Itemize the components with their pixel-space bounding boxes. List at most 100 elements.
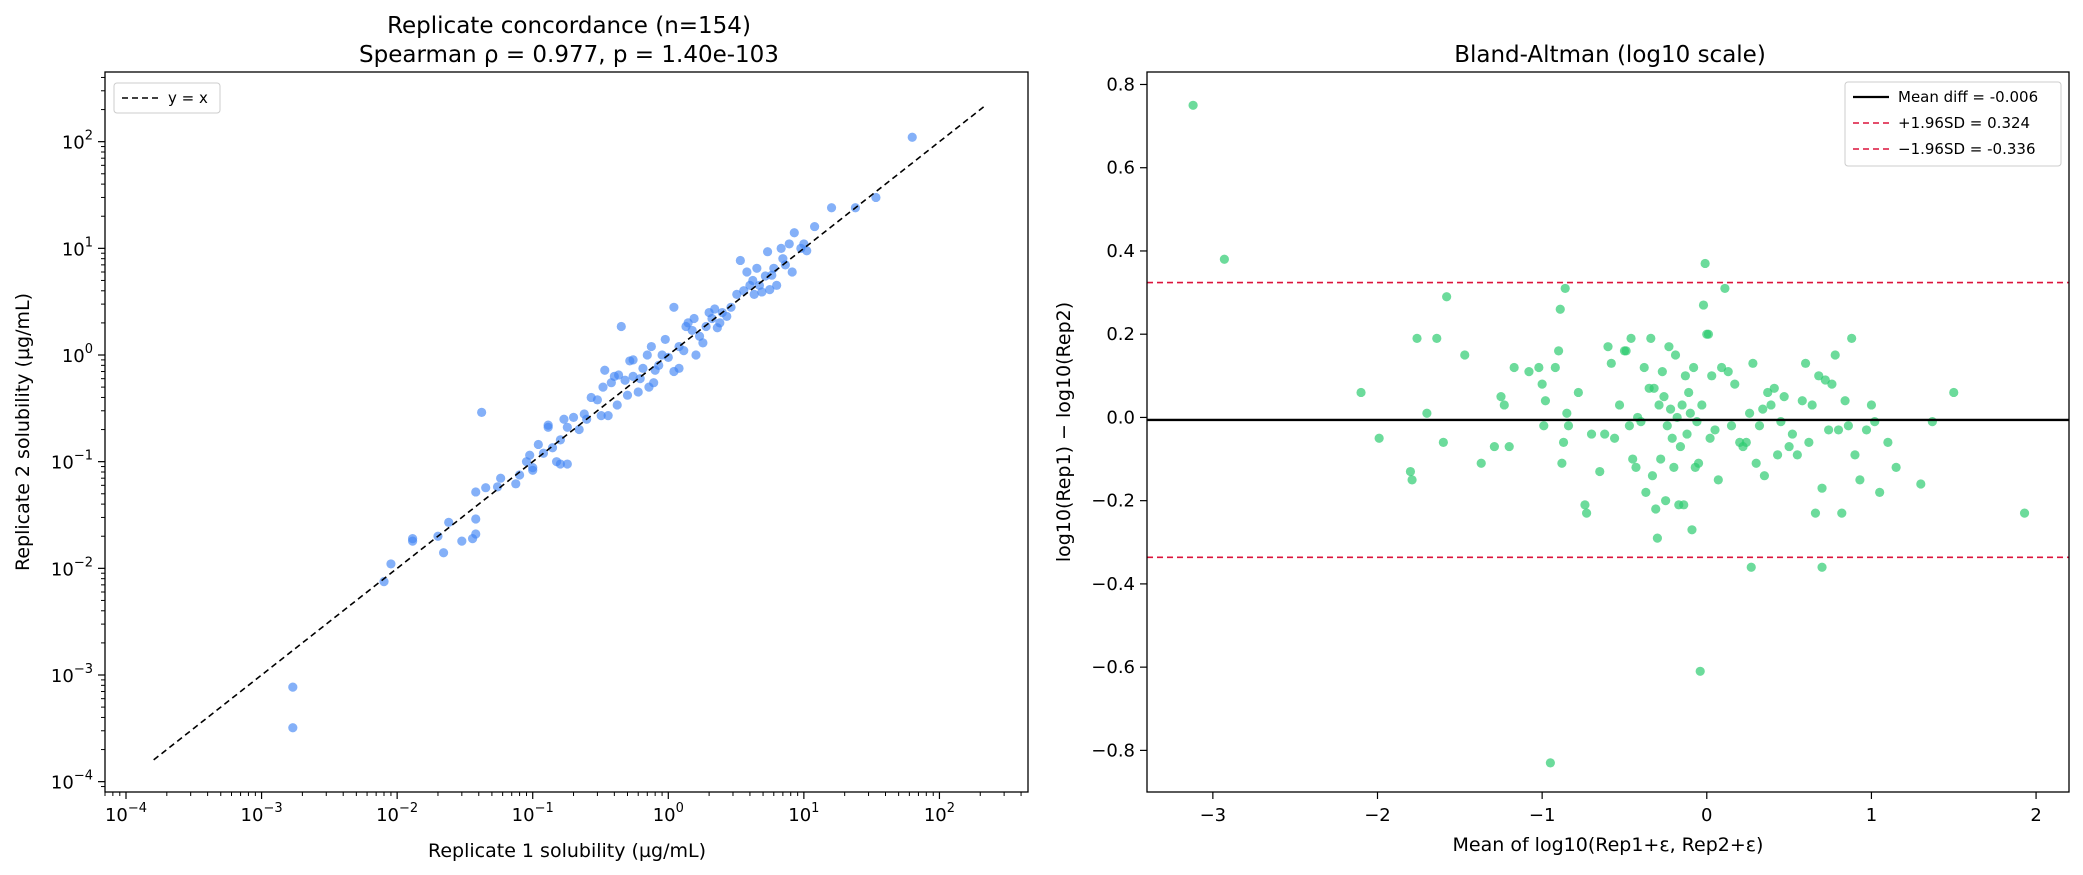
concordance-data-point <box>674 363 684 373</box>
bland-altman-data-point <box>1639 362 1649 373</box>
bland-altman-data-point <box>1664 342 1674 352</box>
concordance-axes-frame <box>104 71 1029 793</box>
concordance-data-point <box>654 360 664 370</box>
bland-altman-data-point <box>1797 396 1807 406</box>
concordance-data-point <box>871 192 881 203</box>
bland-altman-data-point <box>1769 383 1779 393</box>
concordance-data-point <box>616 321 626 332</box>
concordance-data-point <box>687 325 697 336</box>
bland-altman-points <box>1188 100 2030 768</box>
bland-altman-data-point <box>1763 387 1773 398</box>
bland-altman-data-point <box>1550 362 1560 373</box>
concordance-data-point <box>614 370 624 380</box>
bland-altman-data-point <box>1219 254 1229 264</box>
bland-altman-y-tick-label: 0.6 <box>1106 158 1135 179</box>
concordance-x-tick-label: 10−2 <box>376 801 418 826</box>
concordance-y-tick-label: 10−3 <box>51 662 93 687</box>
bland-altman-data-point <box>1847 333 1857 343</box>
bland-altman-data-point <box>1723 367 1733 377</box>
concordance-y-tick-label: 10−4 <box>51 769 93 794</box>
concordance-data-point <box>715 318 725 328</box>
concordance-y-tick-label: 10−2 <box>51 555 93 580</box>
bland-altman-data-point <box>1850 450 1860 460</box>
concordance-data-point <box>559 414 569 424</box>
bland-altman-data-point <box>1504 441 1514 452</box>
concordance-data-point <box>742 267 752 277</box>
concordance-data-point <box>748 275 758 286</box>
concordance-data-point <box>471 529 481 539</box>
concordance-title-line-2: Spearman ρ = 0.977, p = 1.40e-103 <box>359 42 779 68</box>
bland-altman-data-point <box>1558 437 1569 448</box>
concordance-data-point <box>732 289 742 299</box>
concordance-y-tick-label: 102 <box>62 129 93 154</box>
concordance-data-point <box>749 289 759 299</box>
concordance-data-point <box>765 285 775 295</box>
bland-altman-data-point <box>1772 450 1783 460</box>
concordance-data-point <box>568 412 579 423</box>
bland-altman-data-point <box>1705 433 1715 443</box>
concordance-data-point <box>649 378 659 388</box>
concordance-data-point <box>710 304 720 314</box>
bland-altman-data-point <box>1703 329 1714 339</box>
concordance-data-point <box>784 239 794 249</box>
bland-altman-data-point <box>1746 562 1756 572</box>
concordance-data-point <box>481 483 491 493</box>
bland-altman-x-tick-label: 0 <box>1701 805 1712 826</box>
bland-altman-y-tick-label: 0.0 <box>1106 407 1135 428</box>
bland-altman-data-point <box>1717 362 1727 373</box>
bland-altman-data-point <box>1784 441 1794 452</box>
concordance-data-point <box>612 400 622 410</box>
bland-altman-data-point <box>1804 437 1814 448</box>
bland-altman-x-tick-label: −1 <box>1529 805 1556 826</box>
bland-altman-data-point <box>1697 400 1707 410</box>
bland-altman-data-point <box>1609 433 1620 443</box>
concordance-y-tick-label: 100 <box>62 342 93 367</box>
bland-altman-data-point <box>1657 367 1667 377</box>
concordance-data-point <box>574 424 584 435</box>
concordance-data-point <box>726 302 736 312</box>
bland-altman-data-point <box>1534 362 1544 373</box>
bland-altman-data-point <box>1356 387 1366 398</box>
concordance-data-point <box>496 473 506 483</box>
identity-reference-line <box>153 104 987 761</box>
bland-altman-data-point <box>1432 333 1442 343</box>
bland-altman-data-point <box>1833 425 1844 435</box>
concordance-data-point <box>707 313 717 324</box>
legend-lower-loa-label: −1.96SD = -0.336 <box>1898 140 2036 158</box>
concordance-data-point <box>810 221 820 232</box>
bland-altman-plot: Bland-Altman (log10 scale) −3 −2 −1 0 1 2 −0.8… <box>1053 42 2070 856</box>
bland-altman-data-point <box>1692 416 1702 427</box>
concordance-data-point <box>789 228 799 238</box>
concordance-data-point <box>638 363 648 373</box>
concordance-data-point <box>533 439 543 450</box>
concordance-data-point <box>689 313 699 324</box>
bland-altman-data-point <box>1891 462 1901 472</box>
bland-altman-y-tick-label: 0.4 <box>1106 241 1135 262</box>
bland-altman-data-point <box>1766 400 1776 410</box>
concordance-y-tick-label: 101 <box>62 235 93 260</box>
bland-altman-data-point <box>1820 375 1830 385</box>
bland-altman-data-point <box>1628 454 1638 464</box>
concordance-plot: Replicate concordance (n=154) Spearman ρ… <box>12 13 1029 862</box>
bland-altman-data-point <box>1626 333 1636 343</box>
bland-altman-data-point <box>1707 371 1717 381</box>
bland-altman-data-point <box>1751 458 1761 468</box>
concordance-data-point <box>562 422 572 432</box>
bland-altman-y-axis-label: log10(Rep1) − log10(Rep2) <box>1053 302 1075 562</box>
bland-altman-data-point <box>1537 379 1547 389</box>
bland-altman-data-point <box>1870 416 1880 427</box>
bland-altman-data-point <box>1713 475 1723 485</box>
concordance-title-line-1: Replicate concordance (n=154) <box>387 13 751 39</box>
bland-altman-data-point <box>1600 429 1610 439</box>
bland-altman-data-point <box>1631 462 1641 472</box>
concordance-data-point <box>543 420 553 430</box>
bland-altman-data-point <box>1861 425 1872 435</box>
bland-altman-data-point <box>1647 471 1658 481</box>
bland-altman-data-point <box>1489 441 1499 452</box>
legend-upper-loa-label: +1.96SD = 0.324 <box>1898 114 2030 132</box>
bland-altman-data-point <box>1754 421 1765 431</box>
bland-altman-reference-lines <box>1147 281 2069 559</box>
bland-altman-data-point <box>1509 362 1519 373</box>
bland-altman-x-tick-label: −2 <box>1364 805 1391 826</box>
